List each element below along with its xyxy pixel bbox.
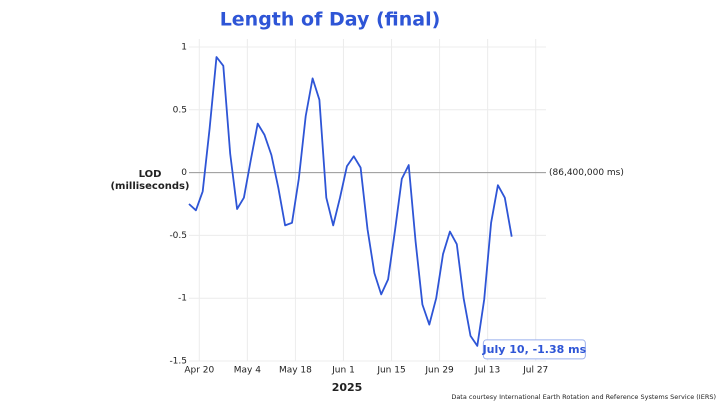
source-note: Data courtesy International Earth Rotati… [451, 393, 716, 401]
x-tick-label: May 4 [234, 366, 261, 376]
x-tick-label: May 18 [279, 366, 312, 376]
x-axis-label: 2025 [332, 381, 363, 394]
x-tick-label: Jun 15 [376, 366, 405, 376]
annotation-text: July 10, -1.38 ms [482, 343, 587, 356]
y-tick-label: -1 [178, 294, 187, 304]
y-tick-label: -0.5 [169, 231, 187, 241]
y-tick-label: -1.5 [169, 357, 187, 367]
y-axis-label: LOD [139, 169, 162, 180]
y-tick-label: 1 [181, 43, 187, 53]
annotation-box [482, 339, 586, 360]
y-axis-label: (milliseconds) [110, 181, 189, 192]
x-tick-label: Jun 29 [424, 366, 454, 376]
x-tick-label: Jul 27 [522, 366, 548, 376]
x-tick-label: Jul 13 [474, 366, 500, 376]
x-tick-label: Jun 1 [331, 366, 355, 376]
chart-title: Length of Day (final) [220, 9, 441, 31]
y-tick-label: 0.5 [173, 105, 187, 115]
annotation: July 10, -1.38 ms [482, 339, 587, 360]
zero-line-label: (86,400,000 ms) [549, 168, 624, 178]
data-line [188, 56, 513, 347]
y-tick-label: 0 [181, 168, 187, 178]
x-tick-label: Apr 20 [184, 366, 214, 376]
